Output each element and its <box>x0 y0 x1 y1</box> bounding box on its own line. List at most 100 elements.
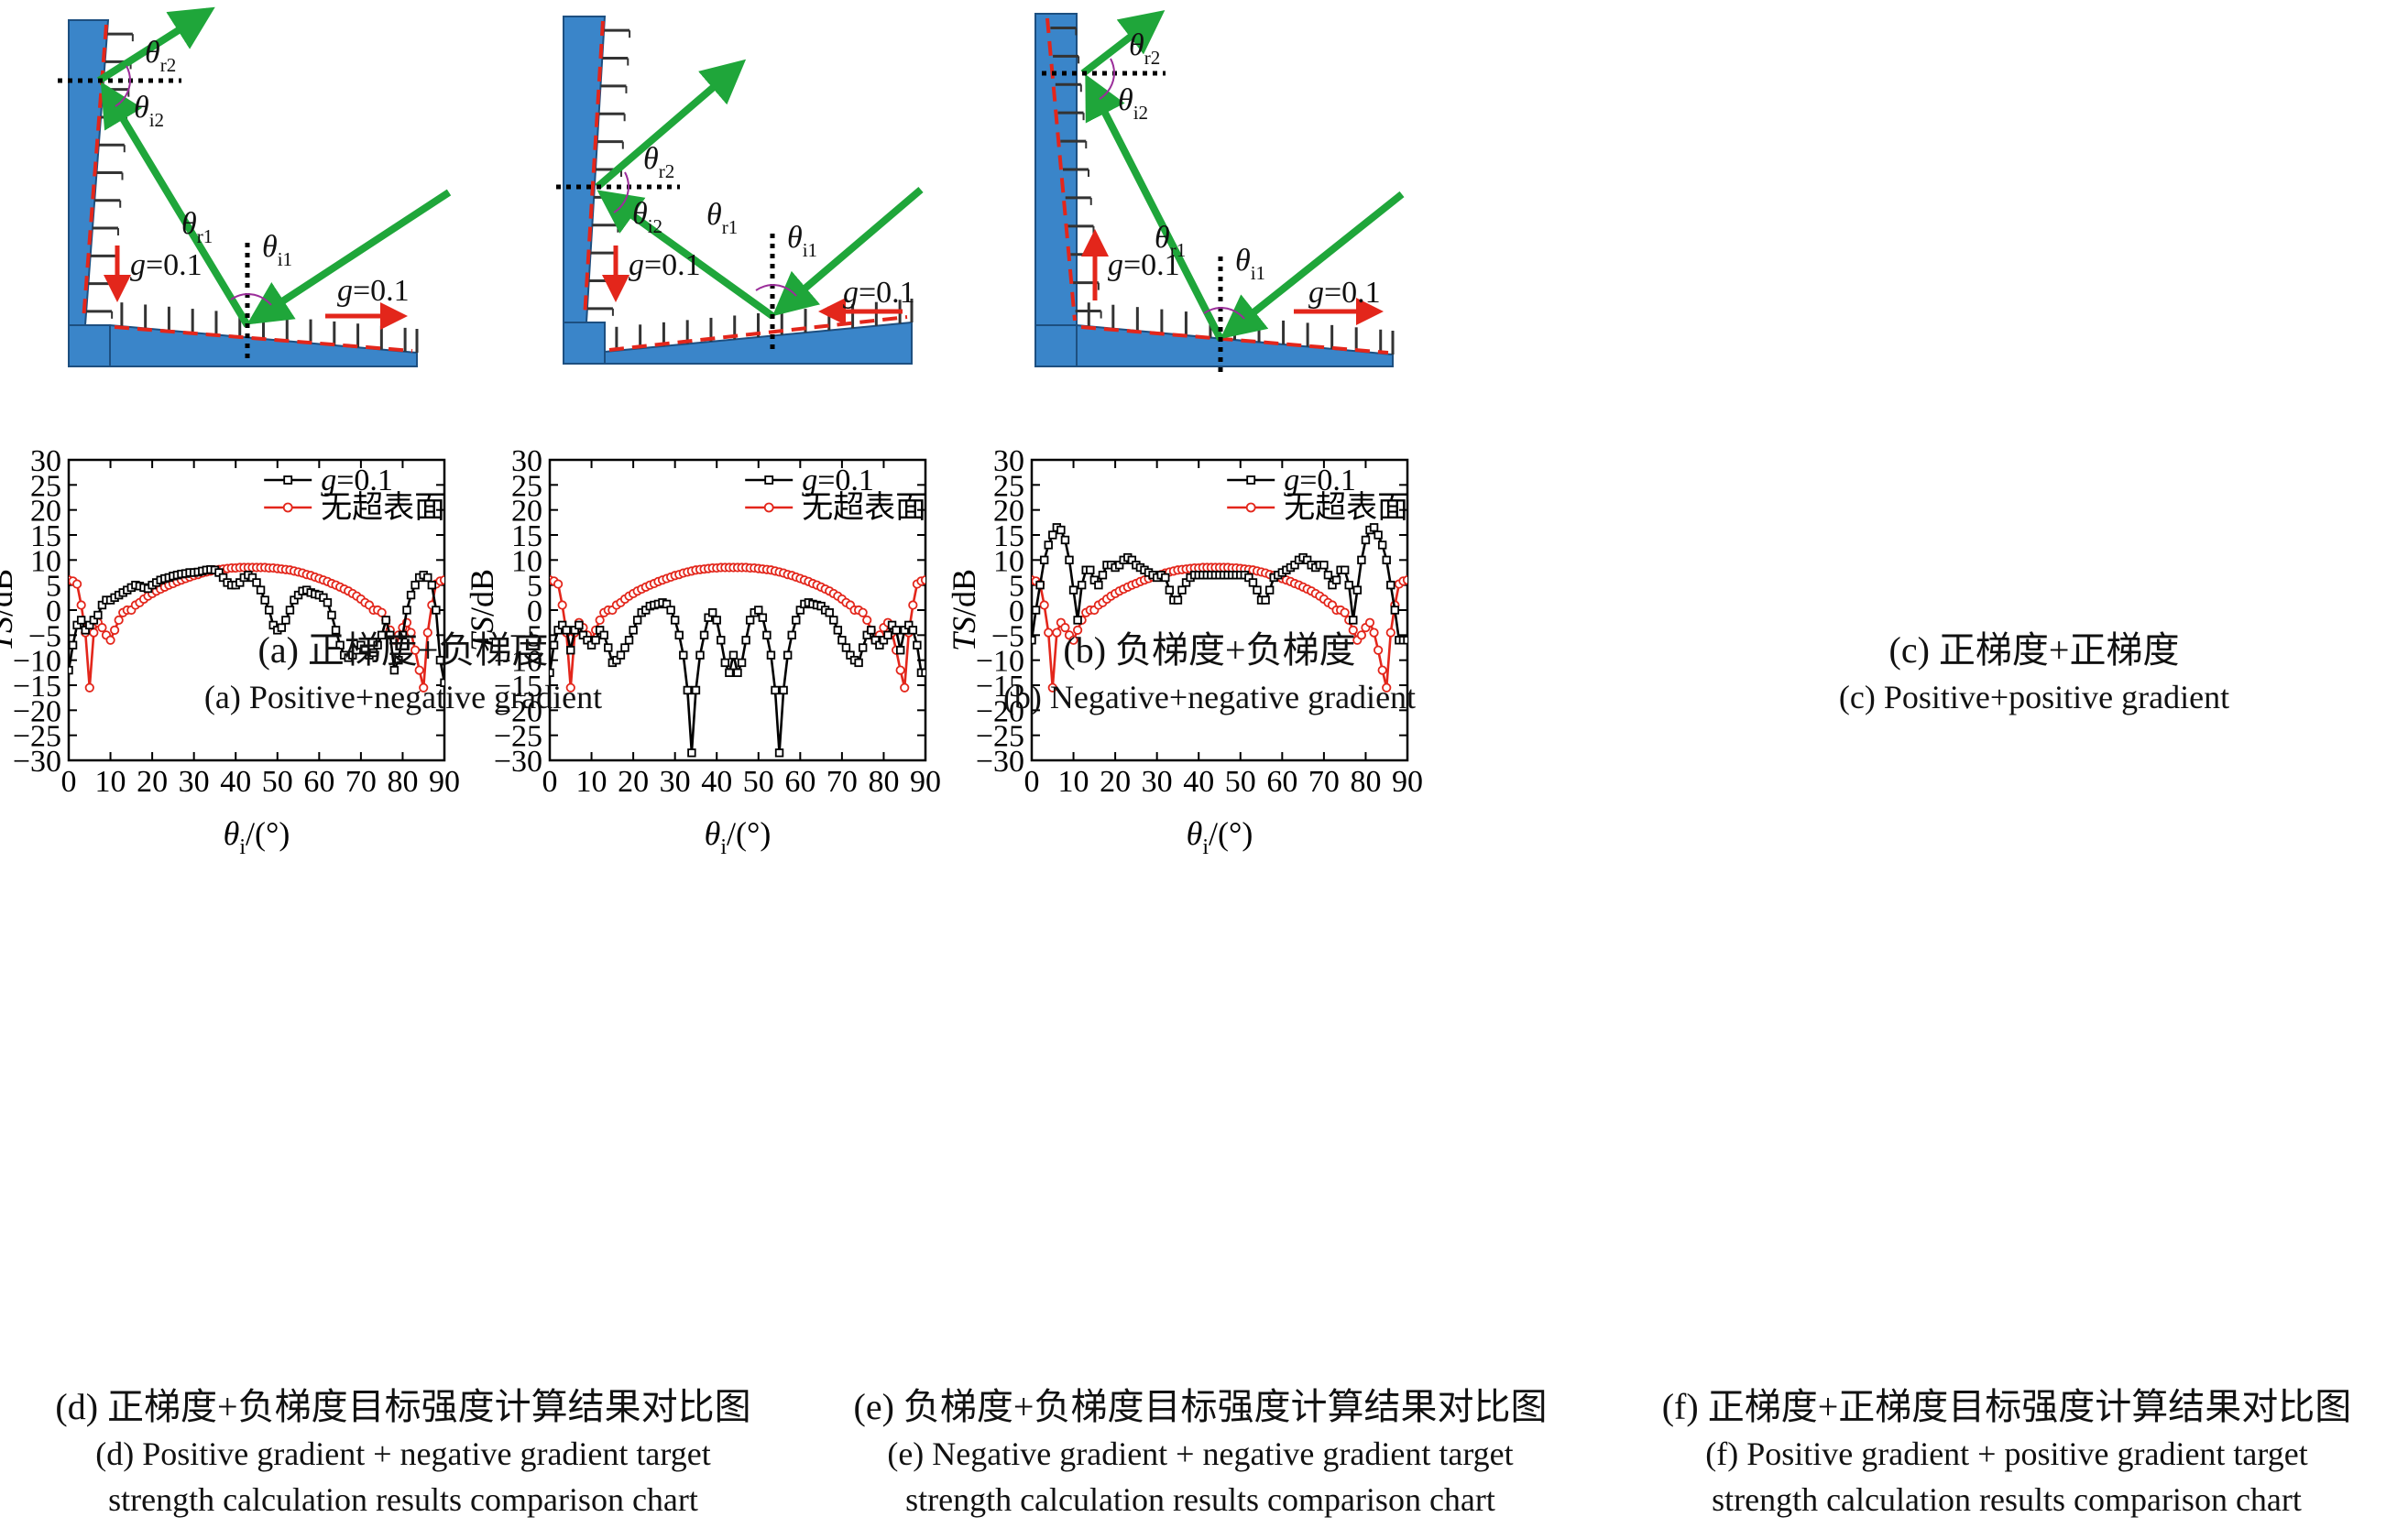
data-point-g <box>550 640 559 649</box>
x-tick-label: 80 <box>387 765 418 799</box>
caption-c: (c) 正梯度+正梯度 (c) Positive+positive gradie… <box>1686 627 2382 720</box>
y-tick-label: 10 <box>511 544 542 578</box>
data-point-g <box>1077 580 1087 590</box>
data-point-g <box>758 613 768 622</box>
y-tick-label: −20 <box>976 694 1024 728</box>
arc-r2 <box>624 171 629 188</box>
arc-i2 <box>1099 72 1115 100</box>
x-tick-label: 40 <box>701 765 732 799</box>
y-tick-label: 5 <box>1009 570 1024 604</box>
arc-r2 <box>126 65 131 82</box>
data-point-none <box>862 615 872 626</box>
data-point-none <box>1068 635 1078 645</box>
y-tick-label: −5 <box>28 619 61 653</box>
y-tick-label: 25 <box>30 469 61 503</box>
floor-structure <box>604 321 913 365</box>
data-point-g <box>913 640 922 649</box>
data-point-none <box>84 682 94 693</box>
data-point-g <box>1403 636 1407 645</box>
y-tick-label: 10 <box>993 544 1024 578</box>
label-g-floor: g=0.1 <box>843 276 915 310</box>
data-point-none <box>1039 600 1049 610</box>
data-point-none <box>900 682 910 693</box>
label-g-floor: g=0.1 <box>1308 276 1381 310</box>
data-point-g <box>260 595 269 605</box>
corner-block <box>1034 324 1078 367</box>
data-point-g <box>335 640 345 649</box>
data-point-none <box>439 575 444 585</box>
label-theta-r1: θr1 <box>181 207 213 247</box>
second-reflected-ray <box>96 6 215 84</box>
wall-effective-surface <box>583 20 605 319</box>
data-point-none <box>1402 575 1407 585</box>
data-point-g <box>1349 616 1358 625</box>
x-tick-label: 20 <box>618 765 649 799</box>
data-point-g <box>1173 595 1183 605</box>
data-point-g <box>93 610 103 620</box>
y-tick-label: 10 <box>30 544 61 578</box>
data-point-g <box>1382 555 1391 565</box>
legend-marker <box>1245 502 1256 513</box>
data-point-g <box>858 643 868 652</box>
y-tick-label: 20 <box>993 495 1024 529</box>
data-point-none <box>414 665 424 675</box>
data-point-g <box>1377 540 1387 550</box>
y-tick-label: 5 <box>46 570 61 604</box>
data-point-g <box>783 650 793 660</box>
diagram-b: θr2 θi2 θr1 θi1 g=0.1 g=0.1 <box>556 16 924 365</box>
data-point-none <box>1052 628 1062 638</box>
data-point-g <box>666 606 675 615</box>
data-point-none <box>72 579 82 589</box>
data-point-g <box>787 630 796 640</box>
data-point-g <box>745 616 755 625</box>
first-reflected-ray <box>1085 73 1224 341</box>
data-point-g <box>1361 535 1371 545</box>
x-axis-label: θi/(°) <box>224 815 290 859</box>
x-tick-label: 90 <box>1392 765 1423 799</box>
data-point-g <box>720 658 730 668</box>
y-axis-label: TS/dB <box>946 569 982 651</box>
floor-structure <box>109 323 418 367</box>
caption-d: (d) 正梯度+负梯度目标强度计算结果对比图 (d) Positive grad… <box>9 1383 797 1523</box>
data-point-g <box>1344 580 1353 590</box>
data-point-g <box>762 630 772 640</box>
y-tick-label: −30 <box>13 745 61 779</box>
label-theta-r2: θr2 <box>145 36 176 76</box>
y-tick-label: −5 <box>991 619 1024 653</box>
data-point-g <box>1319 561 1329 570</box>
label-theta-i2: θi2 <box>1118 83 1148 124</box>
data-point-g <box>1374 530 1383 540</box>
data-point-none <box>1047 682 1057 693</box>
data-point-g <box>1340 565 1350 574</box>
y-tick-label: −30 <box>494 745 542 779</box>
data-point-g <box>624 636 634 645</box>
data-point-g <box>1056 525 1066 535</box>
label-theta-i1: θi1 <box>1235 244 1265 284</box>
data-point-none <box>1364 617 1375 628</box>
legend-label: g=0.1 <box>802 464 874 497</box>
x-tick-label: 60 <box>303 765 334 799</box>
data-point-g <box>632 616 642 625</box>
data-point-g <box>792 616 801 625</box>
x-axis-label: θi/(°) <box>1187 815 1253 859</box>
data-point-none <box>895 665 905 675</box>
data-point-g <box>895 646 905 655</box>
data-point-none <box>406 628 416 638</box>
label-theta-i2: θi2 <box>632 197 662 237</box>
data-point-g <box>435 655 444 665</box>
data-point-g <box>1048 530 1057 540</box>
legend-label: 无超表面 <box>1284 490 1408 525</box>
data-point-none <box>419 682 429 693</box>
data-point-g <box>725 668 734 678</box>
x-tick-label: 0 <box>61 765 77 799</box>
data-point-none <box>553 579 564 589</box>
y-tick-label: −15 <box>494 670 542 704</box>
caption-e-en-2: strength calculation results comparison … <box>905 1481 1495 1518</box>
data-point-g <box>691 685 701 695</box>
data-point-g <box>712 616 721 625</box>
caption-a-en: (a) Positive+negative gradient <box>203 679 603 715</box>
data-point-none <box>110 625 120 635</box>
y-tick-label: −5 <box>509 619 542 653</box>
x-tick-label: 20 <box>1100 765 1131 799</box>
incident-ray <box>1220 191 1405 339</box>
